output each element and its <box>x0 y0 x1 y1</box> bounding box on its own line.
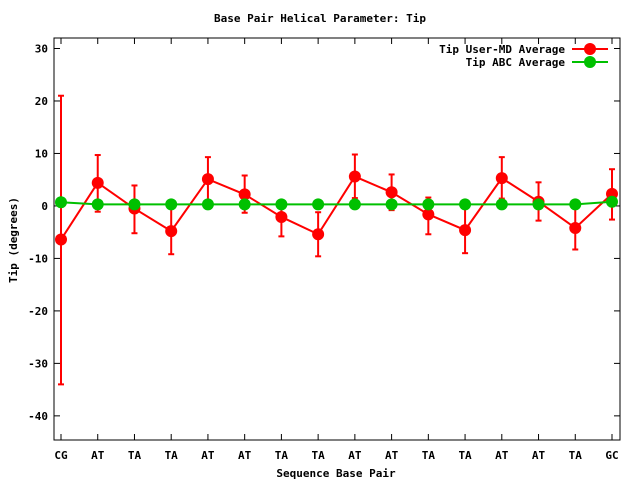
data-point <box>55 196 67 209</box>
x-tick-label: TA <box>569 449 583 462</box>
data-point <box>459 198 472 211</box>
series-abc <box>55 195 618 211</box>
data-point <box>312 198 325 211</box>
data-point <box>238 188 251 201</box>
x-tick-label: TA <box>128 449 142 462</box>
y-axis-label: Tip (degrees) <box>7 197 20 283</box>
data-point <box>201 173 214 186</box>
data-point <box>91 176 104 189</box>
data-point <box>532 198 545 211</box>
data-point <box>275 198 288 211</box>
legend-marker <box>584 56 596 68</box>
x-tick-label: AT <box>238 449 252 462</box>
y-tick-label: 30 <box>35 42 48 55</box>
data-point <box>348 198 361 211</box>
x-tick-label: TA <box>275 449 289 462</box>
data-point <box>569 198 582 211</box>
legend: Tip User-MD Average Tip ABC Average <box>439 43 608 69</box>
data-point <box>312 228 325 241</box>
data-point <box>459 224 472 237</box>
x-axis-label: Sequence Base Pair <box>276 467 396 480</box>
x-tick-label: CG <box>54 449 68 462</box>
legend-marker <box>584 43 596 55</box>
x-tick-label: TA <box>165 449 179 462</box>
plot-frame <box>53 37 621 441</box>
data-point <box>495 198 508 211</box>
legend-label-abc: Tip ABC Average <box>466 56 566 69</box>
y-tick-label: 20 <box>35 95 48 108</box>
data-point <box>238 198 251 211</box>
x-tick-label: TA <box>458 449 472 462</box>
x-tick-label: AT <box>495 449 509 462</box>
y-tick-label: -10 <box>28 252 48 265</box>
y-tick-label: -30 <box>28 357 48 370</box>
data-point <box>569 221 582 234</box>
data-point <box>55 233 67 246</box>
data-point <box>422 208 435 221</box>
x-tick-label: AT <box>348 449 362 462</box>
chart-title: Base Pair Helical Parameter: Tip <box>214 12 426 25</box>
data-point <box>128 198 141 211</box>
series-line <box>60 200 613 206</box>
series-user-md <box>55 94 618 386</box>
x-tick-label: AT <box>201 449 215 462</box>
x-tick-label: TA <box>422 449 436 462</box>
data-point <box>201 198 214 211</box>
data-point <box>422 198 435 211</box>
data-point <box>495 172 508 185</box>
y-tick-label: 0 <box>41 200 48 213</box>
data-point <box>385 198 398 211</box>
x-tick-label: GC <box>605 449 618 462</box>
y-tick-label: -20 <box>28 305 48 318</box>
data-point <box>165 225 178 238</box>
data-point <box>165 198 178 211</box>
data-point <box>385 186 398 199</box>
data-point <box>606 195 618 208</box>
x-tick-label: AT <box>385 449 399 462</box>
x-tick-label: AT <box>532 449 546 462</box>
x-tick-label: TA <box>312 449 326 462</box>
y-tick-label: -40 <box>28 410 48 423</box>
legend-label-user-md: Tip User-MD Average <box>439 43 565 56</box>
y-tick-label: 10 <box>35 147 48 160</box>
data-point <box>91 198 104 211</box>
data-point <box>348 170 361 183</box>
x-tick-label: AT <box>91 449 105 462</box>
series-line <box>60 175 613 241</box>
data-point <box>275 210 288 223</box>
